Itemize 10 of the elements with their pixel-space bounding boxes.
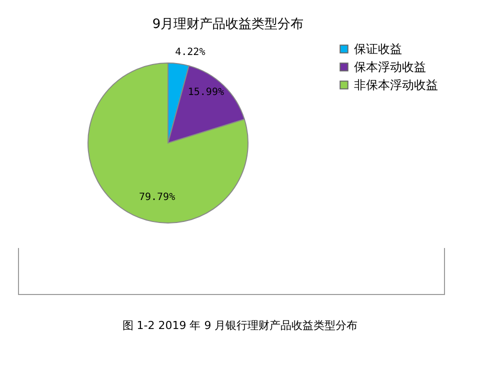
caption: 图 1-2 2019 年 9 月银行理财产品收益类型分布 xyxy=(121,318,359,333)
data-label: 15.99% xyxy=(188,87,224,98)
data-label: 79.79% xyxy=(138,192,176,204)
legend-label: 保本浮动收益 xyxy=(354,60,426,74)
legend-label: 保证收益 xyxy=(354,42,402,56)
chart-title: 9月理财产品收益类型分布 xyxy=(152,17,304,32)
pie-slice xyxy=(168,65,245,144)
pie-slice xyxy=(88,62,248,224)
legend-label: 非保本浮动收益 xyxy=(354,78,438,92)
data-label: 4.22% xyxy=(175,46,206,58)
